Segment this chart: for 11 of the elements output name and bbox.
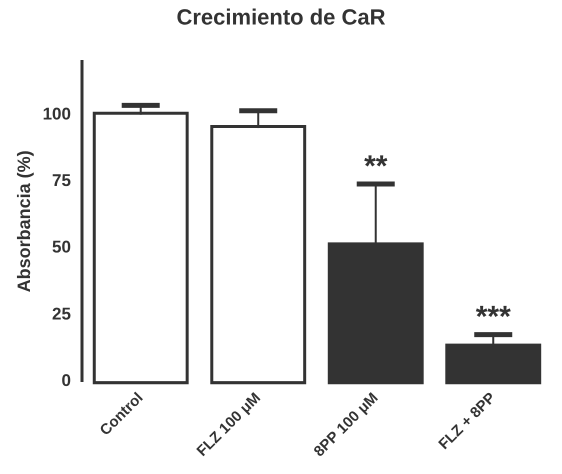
- annotation: **: [364, 150, 388, 184]
- y-tick-label: 100: [42, 104, 71, 124]
- x-tick-label: FLZ + 8PP: [435, 389, 499, 454]
- y-tick-label: 25: [52, 304, 71, 324]
- y-tick-label: 50: [52, 238, 71, 257]
- y-tick-label: 75: [52, 171, 71, 190]
- y-tick-label: 0: [61, 370, 71, 390]
- x-tick-label: 8PP 100 μM: [310, 389, 382, 460]
- annotation: ***: [476, 300, 512, 334]
- chart-title: Crecimiento de CaR: [176, 4, 386, 30]
- y-axis-title: Absorbancia (%): [14, 150, 34, 292]
